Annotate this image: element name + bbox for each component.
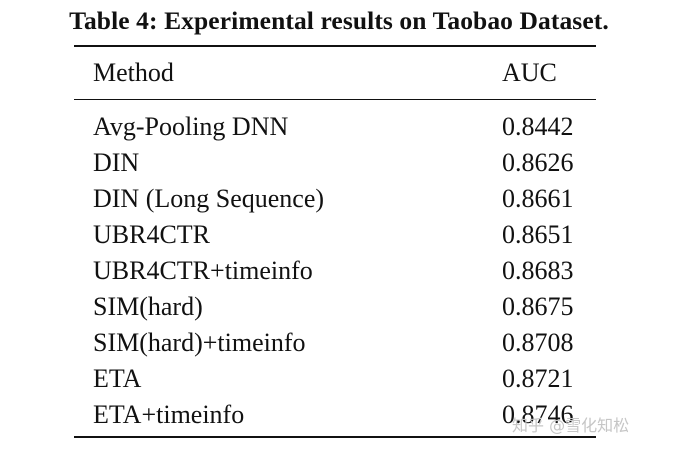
auc-cell: 0.8442 [502, 112, 574, 141]
auc-cell: 0.8661 [502, 184, 574, 213]
auc-cell: 0.8708 [502, 328, 574, 357]
method-cell: SIM(hard)+timeinfo [93, 328, 306, 357]
auc-cell: 0.8626 [502, 148, 574, 177]
method-cell: UBR4CTR+timeinfo [93, 256, 313, 285]
auc-cell: 0.8746 [502, 400, 574, 429]
table-row: UBR4CTR 0.8651 [74, 217, 596, 253]
method-cell: UBR4CTR [93, 220, 211, 249]
table-top-rule [74, 45, 596, 47]
header-auc: AUC [502, 58, 557, 87]
table-row: ETA 0.8721 [74, 361, 596, 397]
method-cell: ETA+timeinfo [93, 400, 245, 429]
method-cell: DIN (Long Sequence) [93, 184, 325, 213]
table-caption: Table 4: Experimental results on Taobao … [69, 6, 609, 35]
table-row: SIM(hard)+timeinfo 0.8708 [74, 325, 596, 361]
method-cell: Avg-Pooling DNN [93, 112, 289, 141]
results-table: Method AUC Avg-Pooling DNN 0.8442 DIN 0.… [74, 45, 596, 438]
auc-cell: 0.8651 [502, 220, 574, 249]
table-row: DIN (Long Sequence) 0.8661 [74, 181, 596, 217]
watermark: 知乎 @雪化知松 [512, 416, 630, 435]
table-mid-rule [74, 99, 596, 100]
table-row: DIN 0.8626 [74, 145, 596, 181]
method-cell: ETA [93, 364, 142, 393]
method-cell: SIM(hard) [93, 292, 203, 321]
table-row: ETA+timeinfo 0.8746 [74, 397, 596, 433]
table-row: UBR4CTR+timeinfo 0.8683 [74, 253, 596, 289]
table-header-row: Method AUC [74, 47, 596, 99]
method-cell: DIN [93, 148, 140, 177]
auc-cell: 0.8683 [502, 256, 574, 285]
table-bottom-rule [74, 436, 596, 438]
header-method: Method [93, 58, 174, 87]
auc-cell: 0.8721 [502, 364, 574, 393]
table-row: Avg-Pooling DNN 0.8442 [74, 109, 596, 145]
table-row: SIM(hard) 0.8675 [74, 289, 596, 325]
auc-cell: 0.8675 [502, 292, 574, 321]
